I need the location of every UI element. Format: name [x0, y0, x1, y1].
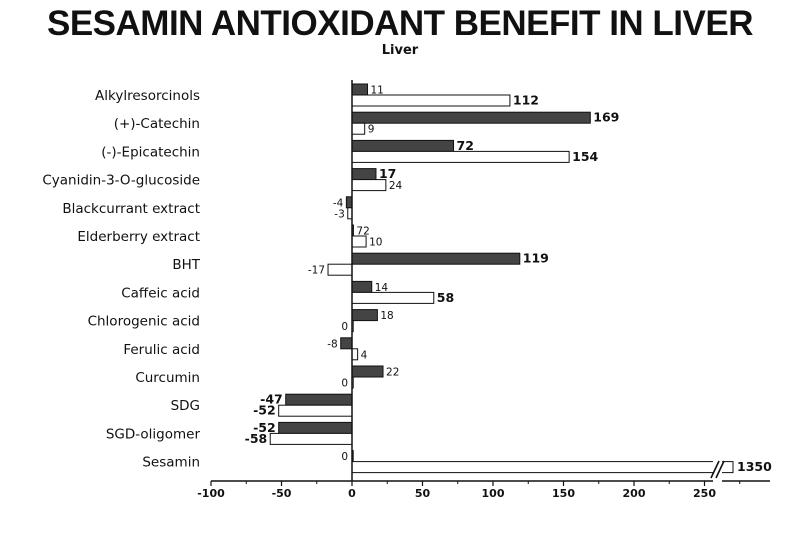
bar-light [351, 348, 359, 361]
x-tick-label: 200 [623, 487, 646, 500]
data-label: -17 [308, 265, 325, 277]
bar-dark [345, 196, 353, 209]
x-tick-label: 250 [693, 487, 716, 500]
x-tick-label: 150 [552, 487, 575, 500]
data-label: 9 [368, 124, 375, 136]
bar-light [351, 150, 570, 163]
data-label: 119 [523, 251, 549, 266]
data-label: -4 [333, 197, 344, 209]
bar-light [327, 263, 353, 276]
bar-dark [351, 365, 384, 378]
data-label: 154 [572, 149, 598, 164]
chart-subtitle: Liver [381, 43, 419, 58]
category-label: (+)-Catechin [114, 116, 200, 132]
data-label: 72 [356, 226, 369, 238]
data-label: 17 [379, 166, 396, 181]
bar-dark [351, 168, 377, 181]
data-label: 58 [437, 290, 454, 305]
bar-light [351, 179, 387, 192]
x-tick-label: 0 [348, 487, 356, 500]
category-label: Ferulic acid [123, 342, 200, 358]
data-label: 0 [341, 451, 348, 463]
data-label: 18 [380, 310, 393, 322]
category-label: SGD-oligomer [106, 426, 201, 442]
category-label: Sesamin [142, 455, 200, 471]
category-label: Cyanidin-3-O-glucoside [42, 173, 200, 189]
data-label: -3 [334, 208, 344, 220]
category-label: Elderberry extract [77, 229, 200, 245]
category-label: Curcumin [135, 370, 200, 386]
data-label: 14 [375, 282, 389, 294]
x-tick-label: -100 [197, 487, 225, 500]
data-label: 11 [371, 85, 384, 97]
bar-dark [351, 309, 378, 322]
category-label: Caffeic acid [121, 285, 200, 301]
bar-light [351, 122, 366, 135]
data-label: -52 [253, 420, 276, 435]
data-label: 72 [457, 138, 474, 153]
bar-dark [351, 280, 373, 293]
data-label: -58 [245, 431, 268, 446]
bar-dark [351, 83, 369, 96]
bar-dark [351, 252, 521, 265]
bar-dark [351, 139, 455, 152]
data-label: -52 [253, 403, 276, 418]
bar-light [351, 291, 435, 304]
category-label: (-)-Epicatechin [101, 144, 200, 160]
data-label: 0 [341, 321, 348, 333]
axis-break-mark [715, 460, 725, 479]
data-label: 4 [361, 349, 368, 361]
category-label: Blackcurrant extract [62, 201, 200, 217]
bar-dark [278, 421, 353, 434]
axis-break-gap [713, 458, 722, 484]
data-label: 0 [341, 378, 348, 390]
data-label: 169 [593, 110, 619, 125]
page-title: SESAMIN ANTIOXIDANT BENEFIT IN LIVER [46, 4, 754, 43]
category-label: SDG [171, 398, 200, 414]
bar-dark [351, 111, 591, 124]
x-tick-label: -50 [272, 487, 292, 500]
data-label: -47 [260, 392, 283, 407]
category-label: Alkylresorcinols [95, 88, 200, 104]
bar-light [351, 461, 734, 474]
bar-dark [285, 393, 353, 406]
x-tick-label: 50 [415, 487, 431, 500]
data-label: 22 [386, 367, 399, 379]
data-label: 1350 [737, 459, 772, 474]
bar-light [269, 432, 353, 445]
axis-break-mark [710, 460, 720, 479]
bar-dark [340, 337, 353, 350]
data-label: 112 [513, 93, 539, 108]
data-label: 10 [369, 237, 382, 249]
data-label: 24 [389, 180, 403, 192]
data-label: -8 [327, 338, 337, 350]
category-label: Chlorogenic acid [88, 314, 200, 330]
bar-light [278, 404, 353, 417]
bar-light [351, 94, 511, 107]
category-label: BHT [172, 257, 200, 273]
x-tick-label: 100 [482, 487, 505, 500]
bar-light [351, 235, 367, 248]
